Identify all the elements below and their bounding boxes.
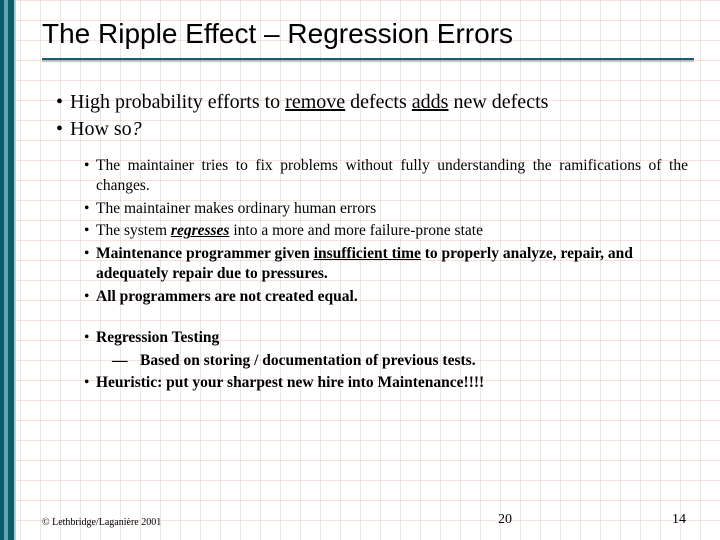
text: The system xyxy=(96,222,171,239)
page-number-center: 20 xyxy=(498,512,512,528)
bullet-glyph: • xyxy=(84,373,96,393)
bullet-text: Based on storing / documentation of prev… xyxy=(140,351,688,371)
main-bullets: • High probability efforts to remove def… xyxy=(42,90,690,144)
bullet-text: The system regresses into a more and mor… xyxy=(96,221,688,241)
bullet-text: The maintainer makes ordinary human erro… xyxy=(96,199,688,219)
text: High probability efforts to xyxy=(70,91,285,113)
slide-content: The Ripple Effect – Regression Errors • … xyxy=(0,0,720,540)
bullet-text: High probability efforts to remove defec… xyxy=(70,90,690,115)
sub-bullet: • The maintainer tries to fix problems w… xyxy=(84,156,688,196)
bullet-glyph: • xyxy=(84,156,96,196)
sub-bullet: • Maintenance programmer given insuffici… xyxy=(84,244,688,284)
main-bullet: • How so? xyxy=(56,117,690,142)
sub-sub-bullet: — Based on storing / documentation of pr… xyxy=(112,351,688,371)
sub-bullet: • The system regresses into a more and m… xyxy=(84,221,688,241)
title-underline xyxy=(42,58,694,60)
text: Maintenance programmer given xyxy=(96,245,314,262)
text: How so xyxy=(70,118,132,140)
sub-bullet: • Regression Testing xyxy=(84,328,688,348)
bullet-text: The maintainer tries to fix problems wit… xyxy=(96,156,688,196)
dash-glyph: — xyxy=(112,351,140,371)
text-underlined: adds xyxy=(412,91,449,113)
sub-sub-bullets: — Based on storing / documentation of pr… xyxy=(42,351,694,374)
bullet-glyph: • xyxy=(56,90,70,115)
text-emphasis: regresses xyxy=(171,222,230,239)
bullet-glyph: • xyxy=(56,117,70,142)
sub-bullet: • Heuristic: put your sharpest new hire … xyxy=(84,373,688,393)
slide-footer: © Lethbridge/Laganière 2001 20 14 xyxy=(42,512,694,528)
bullet-glyph: • xyxy=(84,221,96,241)
bullet-glyph: • xyxy=(84,199,96,219)
sub-bullet: • All programmers are not created equal. xyxy=(84,287,688,307)
sub-bullets: • The maintainer tries to fix problems w… xyxy=(42,156,694,351)
text-underlined: insufficient time xyxy=(314,245,421,262)
copyright-text: © Lethbridge/Laganière 2001 xyxy=(42,517,161,528)
text-underlined: remove xyxy=(285,91,345,113)
page-number-right: 14 xyxy=(672,512,686,528)
sub-bullet: • The maintainer makes ordinary human er… xyxy=(84,199,688,219)
bullet-glyph: • xyxy=(84,287,96,307)
bullet-text: Maintenance programmer given insufficien… xyxy=(96,244,688,284)
bullet-glyph: • xyxy=(84,328,96,348)
sub-bullets: • Heuristic: put your sharpest new hire … xyxy=(42,373,694,396)
bullet-text: All programmers are not created equal. xyxy=(96,287,688,307)
main-bullet: • High probability efforts to remove def… xyxy=(56,90,690,115)
bullet-text: Heuristic: put your sharpest new hire in… xyxy=(96,373,688,393)
text-italic: ? xyxy=(132,118,142,140)
slide-title: The Ripple Effect – Regression Errors xyxy=(42,18,694,50)
bullet-glyph: • xyxy=(84,244,96,284)
bullet-text: How so? xyxy=(70,117,690,142)
bullet-text: Regression Testing xyxy=(96,328,688,348)
text: new defects xyxy=(448,91,548,113)
text: into a more and more failure-prone state xyxy=(229,222,483,239)
text: defects xyxy=(345,91,412,113)
